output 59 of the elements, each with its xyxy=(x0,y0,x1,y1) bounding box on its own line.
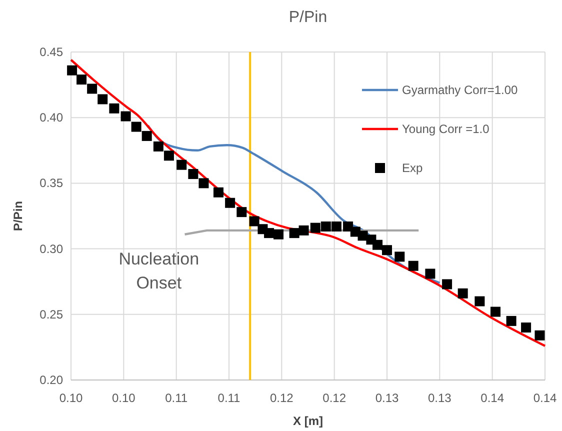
y-tick-label: 0.30 xyxy=(40,242,64,256)
point xyxy=(490,306,500,317)
point xyxy=(236,207,247,218)
legend-label: Gyarmathy Corr=1.00 xyxy=(402,83,518,97)
point xyxy=(372,240,383,250)
x-axis-title: X [m] xyxy=(293,414,324,428)
point xyxy=(425,268,436,279)
y-tick-label: 0.45 xyxy=(40,45,64,59)
point xyxy=(506,316,516,326)
point xyxy=(442,279,452,290)
y-axis-title: P/Pin xyxy=(11,200,25,232)
y-tick-label: 0.35 xyxy=(40,176,64,190)
point xyxy=(458,288,468,298)
x-tick-label: 0.13 xyxy=(428,391,452,405)
x-tick-label: 0.13 xyxy=(375,391,399,405)
point xyxy=(310,222,320,233)
x-tick-label: 0.11 xyxy=(218,391,241,405)
point xyxy=(76,74,87,85)
point xyxy=(153,141,164,152)
point xyxy=(98,94,108,104)
point xyxy=(131,122,142,132)
point xyxy=(289,228,300,238)
point xyxy=(142,130,152,141)
point xyxy=(394,252,405,262)
y-tick-label: 0.25 xyxy=(40,307,64,322)
point xyxy=(176,160,187,170)
point xyxy=(320,221,331,232)
point xyxy=(67,65,78,76)
point xyxy=(249,216,260,226)
point xyxy=(225,198,236,208)
x-tick-label: 0.10 xyxy=(59,391,83,405)
point xyxy=(274,229,284,240)
point xyxy=(474,296,485,306)
x-tick-label: 0.14 xyxy=(480,391,504,405)
point xyxy=(87,84,98,94)
legend-label: Exp xyxy=(402,161,424,175)
chart-title: P/Pin xyxy=(288,9,328,26)
point xyxy=(534,330,545,340)
line-series xyxy=(70,58,546,347)
point xyxy=(198,178,209,188)
point xyxy=(331,221,342,232)
point xyxy=(188,169,198,180)
x-tick-label: 0.14 xyxy=(533,391,557,405)
point xyxy=(298,225,309,236)
point xyxy=(521,322,532,333)
x-tick-label: 0.10 xyxy=(112,391,136,405)
x-tick-label: 0.12 xyxy=(322,391,346,405)
point xyxy=(109,103,120,114)
point xyxy=(382,245,392,256)
legend-label: Young Corr =1.0 xyxy=(402,122,490,136)
point xyxy=(408,260,418,271)
point xyxy=(213,187,224,198)
x-tick-label: 0.12 xyxy=(270,391,294,405)
y-tick-label: 0.20 xyxy=(40,373,64,387)
point xyxy=(120,111,131,122)
annotation: Nucleation Onset xyxy=(118,249,200,292)
point xyxy=(164,150,174,161)
x-tick-label: 0.11 xyxy=(165,391,188,405)
y-tick-label: 0.40 xyxy=(40,110,64,125)
